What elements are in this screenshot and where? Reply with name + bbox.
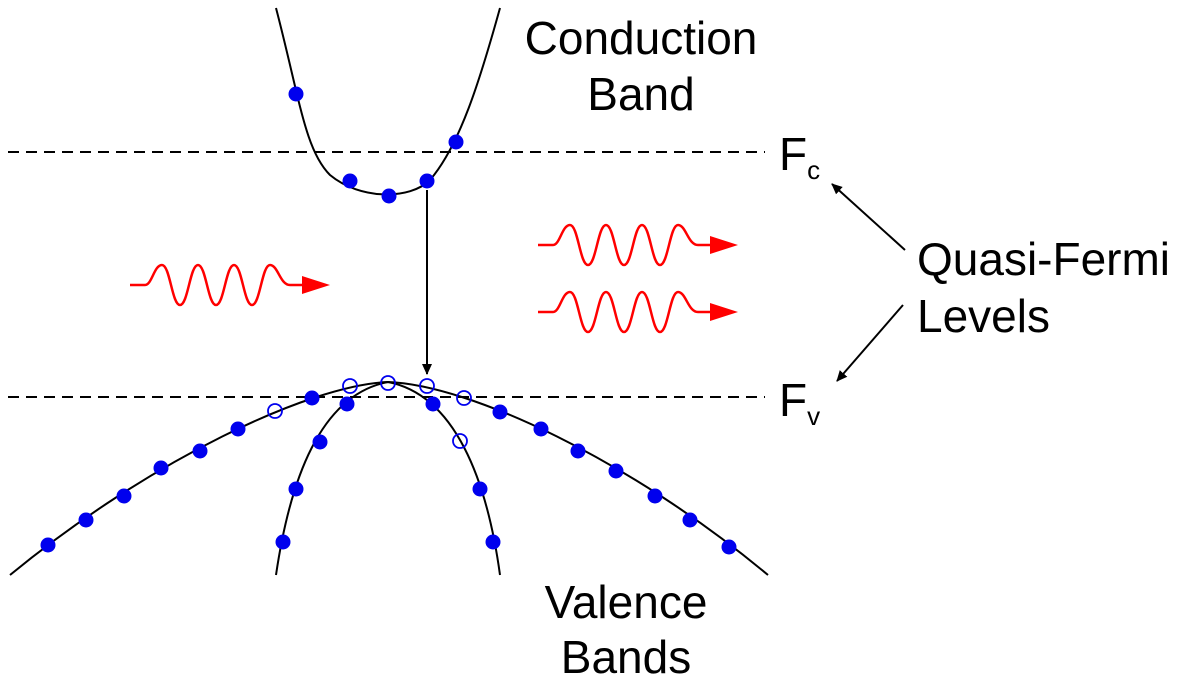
fc-pointer-arrow: [831, 183, 906, 251]
photon-arrowhead: [710, 236, 738, 254]
valence-bands-label-line1: Valence: [545, 576, 708, 628]
electron: [472, 481, 488, 497]
photon-wave: [130, 263, 305, 307]
fv-label-main: F: [779, 374, 807, 426]
electron: [721, 539, 737, 555]
incident-photon: [130, 263, 330, 307]
conduction-electrons: [288, 86, 464, 204]
photon-arrowhead: [302, 276, 330, 294]
electron: [419, 173, 435, 189]
conduction-band-label-line2: Band: [587, 68, 694, 120]
fc-label: Fc: [779, 128, 820, 185]
electron: [288, 481, 304, 497]
electron: [682, 512, 698, 528]
fv-label: Fv: [779, 374, 820, 431]
electron: [275, 534, 291, 550]
electron: [192, 443, 208, 459]
electron: [40, 537, 56, 553]
electron: [288, 86, 304, 102]
electron: [339, 396, 355, 412]
electron: [533, 421, 549, 437]
hole: [267, 403, 283, 419]
valence-bands-label-line2: Bands: [561, 631, 691, 679]
electron: [608, 463, 624, 479]
electron: [492, 404, 508, 420]
hole: [452, 433, 468, 449]
quasi-fermi-label-line1: Quasi-Fermi: [917, 233, 1170, 285]
electron: [153, 460, 169, 476]
photon-wave: [538, 223, 713, 267]
valence-band-wide-curve: [9, 380, 769, 576]
electron: [304, 390, 320, 406]
fv-label-subscript: v: [807, 401, 820, 431]
valence-band-narrow-curve: [275, 380, 501, 576]
hole: [380, 375, 396, 391]
valence-electrons: [40, 390, 737, 555]
photon-arrowhead: [710, 303, 738, 321]
hole: [419, 378, 435, 394]
electron: [570, 443, 586, 459]
fv-pointer-arrow: [836, 304, 904, 382]
electron: [448, 134, 464, 150]
valence-holes: [267, 375, 472, 449]
hole: [456, 390, 472, 406]
fc-label-main: F: [779, 128, 807, 180]
quasi-fermi-label-line2: Levels: [917, 290, 1050, 342]
electron: [78, 512, 94, 528]
hole: [342, 378, 358, 394]
electron: [312, 434, 328, 450]
emitted-photon-1: [538, 223, 738, 267]
conduction-band-label-line1: Conduction: [525, 12, 758, 64]
photon-wave: [538, 290, 713, 334]
electron: [381, 188, 397, 204]
electron: [230, 421, 246, 437]
electron: [116, 488, 132, 504]
emitted-photon-2: [538, 290, 738, 334]
electron: [485, 534, 501, 550]
conduction-band-curve: [275, 7, 501, 196]
fc-label-subscript: c: [807, 155, 820, 185]
electron: [425, 396, 441, 412]
electron: [647, 488, 663, 504]
electron: [342, 173, 358, 189]
